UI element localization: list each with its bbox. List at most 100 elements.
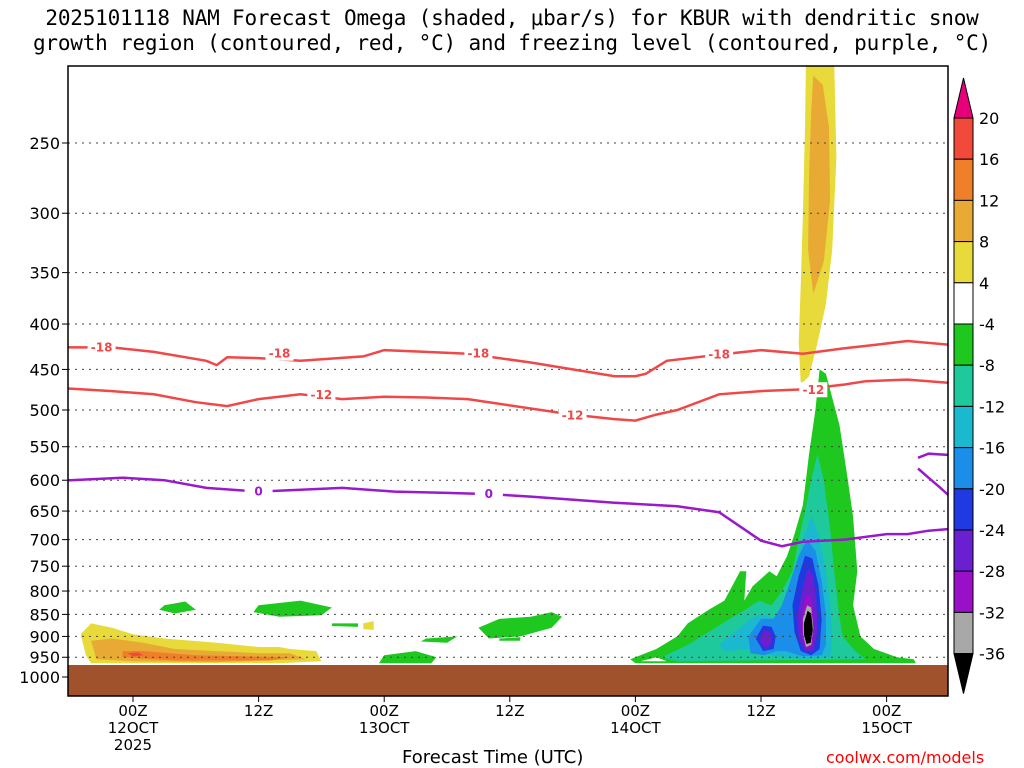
- x-tick-date-2: 13OCT: [359, 719, 410, 737]
- y-tick-label-250: 250: [29, 134, 60, 153]
- colorbar-cell-1: [953, 117, 974, 160]
- omega-region-k-20: [803, 610, 813, 644]
- omega-region-g4-7: [499, 637, 521, 641]
- contour-line-0b: [917, 452, 948, 497]
- x-tick-label-1: 12Z: [244, 702, 273, 720]
- contour-line-0: [68, 476, 948, 548]
- y-tick-label-950: 950: [29, 648, 60, 667]
- colorbar-cell-3: [953, 199, 974, 243]
- x-tick-date-6: 15OCT: [861, 719, 912, 737]
- y-tick-label-350: 350: [29, 264, 60, 283]
- contour-label-bg-0-0: [244, 483, 273, 499]
- x-tick-label-6: 00Z: [872, 702, 901, 720]
- colorbar-cell-6: [953, 323, 974, 366]
- colorbar-label-11: -28: [979, 562, 1005, 581]
- y-tick-label-300: 300: [29, 204, 60, 223]
- y-tick-label-650: 650: [29, 502, 60, 521]
- contour-label--12-1: -12: [562, 408, 584, 422]
- x-tick-label-2: 00Z: [370, 702, 399, 720]
- colorbar-label-12: -32: [979, 603, 1005, 622]
- contour-label--12-2: -12: [802, 383, 824, 397]
- plot-area: -18 -18 -18 -18 -12 -12 -12 0 0: [68, 66, 948, 696]
- colorbar-label-4: 4: [979, 274, 989, 293]
- contour-label-bg-0-1: [474, 486, 503, 502]
- contour-label-bg--18-1: [265, 345, 294, 361]
- x-tick-label-5: 12Z: [746, 702, 775, 720]
- contour-label-bg--12-0: [307, 387, 336, 403]
- omega-region-g4-8: [159, 601, 196, 614]
- omega-region-o12-25: [122, 651, 290, 661]
- y-tick-label-850: 850: [29, 605, 60, 624]
- colorbar: 20 16 12 8 4 -4 -8 -12 -16 -20 -24 -28 -32 -36: [953, 77, 1005, 694]
- plot-frame: [67, 65, 949, 697]
- colorbar-label-0: 20: [979, 109, 999, 128]
- colorbar-cell-12: [953, 570, 974, 613]
- y-tick-label-900: 900: [29, 627, 60, 646]
- contour-label-bg--18-0: [87, 339, 116, 355]
- y-tick-label-600: 600: [29, 471, 60, 490]
- contour-label-bg--18-3: [705, 346, 734, 362]
- omega-region-g4-4: [379, 651, 437, 664]
- omega-region-r16-26: [127, 652, 144, 657]
- y-tick-label-750: 750: [29, 557, 60, 576]
- chart-title: 2025101118 NAM Forecast Omega (shaded, μ…: [0, 6, 1024, 56]
- y-tick-label-450: 450: [29, 360, 60, 379]
- colorbar-label-6: -8: [979, 356, 995, 375]
- colorbar-label-1: 16: [979, 150, 999, 169]
- contour-lines: -18 -18 -18 -18 -12 -12 -12 0 0: [68, 339, 948, 548]
- y-tick-label-800: 800: [29, 582, 60, 601]
- colorbar-label-8: -16: [979, 439, 1005, 458]
- contour-label-0-1: 0: [485, 487, 493, 501]
- x-axis-label: Forecast Time (UTC): [402, 747, 584, 768]
- contour-label--18-1: -18: [269, 347, 291, 361]
- omega-region-g4-2: [630, 369, 916, 664]
- omega-region-p24-16: [758, 629, 773, 649]
- colorbar-label-13: -36: [979, 645, 1005, 664]
- omega-region-g4-10: [331, 623, 358, 627]
- colorbar-cell-5: [953, 282, 974, 325]
- contour-label--18-0: -18: [91, 340, 113, 354]
- colorbar-cell-4: [953, 241, 974, 284]
- colorbar-label-7: -12: [979, 397, 1005, 416]
- x-tick-label-3: 12Z: [495, 702, 524, 720]
- colorbar-top-arrow: [953, 77, 974, 119]
- omega-region-g4-9: [253, 600, 332, 617]
- contour-label--12-0: -12: [311, 388, 333, 402]
- x-tick-year-0: 2025: [114, 736, 152, 754]
- colorbar-label-3: 8: [979, 233, 989, 252]
- contour-label-bg--12-1: [558, 407, 587, 423]
- chart-title-line2: growth region (contoured, red, °C) and f…: [32, 31, 992, 55]
- contour-label-bg--12-2: [799, 382, 828, 398]
- colorbar-cell-7: [953, 364, 974, 407]
- colorbar-cell-10: [953, 488, 974, 531]
- x-tick-date-0: 12OCT: [108, 719, 159, 737]
- colorbar-cell-8: [953, 405, 974, 449]
- omega-region-g4-6: [420, 636, 458, 643]
- contour-label--18-2: -18: [468, 347, 490, 361]
- contour-label-0-0: 0: [254, 485, 262, 499]
- omega-region-y8-1: [808, 75, 831, 294]
- omega-region-g4-5: [478, 612, 563, 639]
- colorbar-cell-9: [953, 447, 974, 490]
- y-tick-label-1000: 1000: [19, 668, 60, 687]
- x-tick-date-4: 14OCT: [610, 719, 661, 737]
- y-tick-label-500: 500: [29, 401, 60, 420]
- y-axis: 250 300 350 400 450 500 550 600 650 700 750 800 850 9…: [19, 134, 68, 687]
- chart-title-line1: 2025101118 NAM Forecast Omega (shaded, μ…: [45, 6, 979, 30]
- colorbar-label-5: -4: [979, 315, 995, 334]
- colorbar-cell-11: [953, 529, 974, 572]
- x-tick-label-4: 00Z: [621, 702, 650, 720]
- omega-shading: [80, 66, 916, 664]
- x-tick-label-0: 00Z: [118, 702, 147, 720]
- colorbar-label-10: -24: [979, 521, 1005, 540]
- y-tick-label-700: 700: [29, 531, 60, 550]
- colorbar-cell-13: [953, 611, 974, 655]
- colorbar-bottom-arrow: [953, 653, 974, 694]
- terrain-ground: [68, 665, 948, 696]
- colorbar-label-9: -20: [979, 480, 1005, 499]
- omega-region-w-27: [640, 657, 667, 662]
- contour-label-bg--18-2: [464, 345, 493, 361]
- credit-link[interactable]: coolwx.com/models: [826, 748, 985, 767]
